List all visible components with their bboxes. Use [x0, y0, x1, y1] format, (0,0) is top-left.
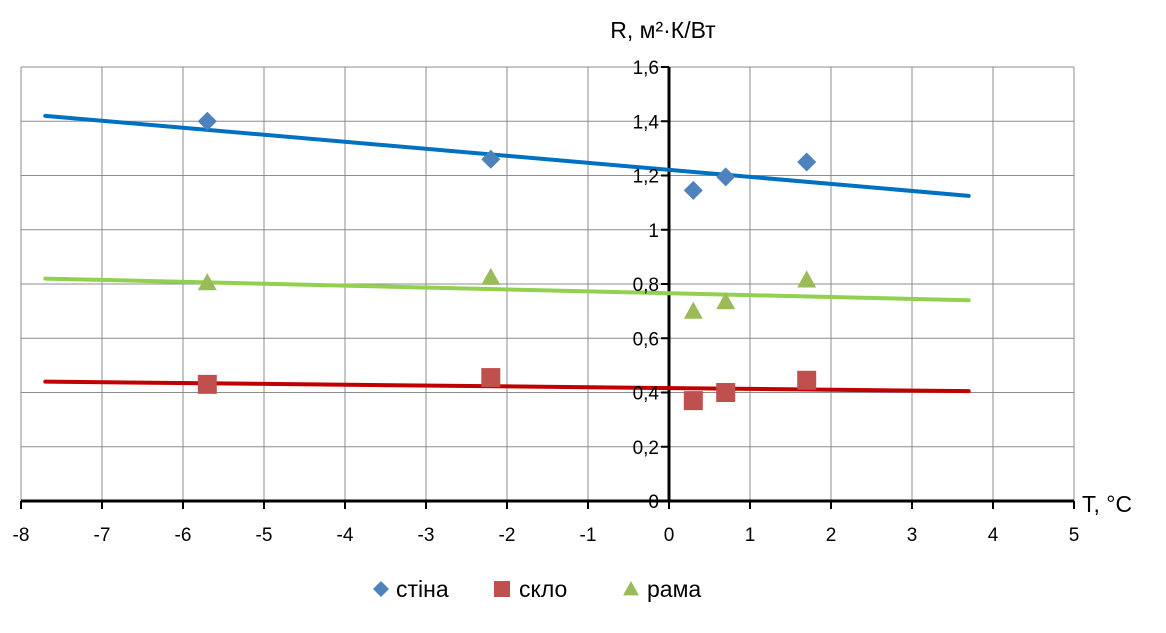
x-tick-label: -7 [94, 525, 111, 546]
data-point-square [797, 370, 817, 390]
x-tick-label: 3 [907, 525, 918, 546]
legend: стіна скло рама [373, 576, 701, 602]
legend-marker-square [494, 581, 510, 597]
legend-marker-diamond [373, 581, 389, 597]
data-point-diamond [797, 152, 817, 172]
x-tick-label: -1 [580, 525, 597, 546]
data-point-diamond [683, 180, 703, 200]
y-tick-label: 0,4 [633, 384, 660, 405]
x-axis-title: T, °C [1082, 491, 1132, 517]
legend-marker-triangle [623, 581, 639, 596]
x-tick-label: -4 [337, 525, 354, 546]
x-tick-label: 0 [664, 525, 675, 546]
y-axis-title: R, м²·К/Вт [610, 17, 716, 43]
x-tick-label: -5 [256, 525, 273, 546]
data-point-diamond [197, 111, 217, 131]
y-tick-label: 0,8 [633, 275, 659, 296]
data-point-diamond [716, 167, 736, 187]
data-point-triangle [797, 270, 817, 288]
y-tick-label: 0,6 [633, 329, 659, 350]
data-point-diamond [481, 149, 501, 169]
x-tick-label: 1 [745, 525, 756, 546]
legend-label: рама [647, 576, 701, 602]
y-tick-label: 1,6 [633, 58, 659, 79]
grid [20, 66, 1075, 502]
y-tick-label: 1,4 [633, 112, 660, 133]
axes [20, 66, 1075, 509]
x-tick-label: -3 [418, 525, 435, 546]
data-point-square [481, 368, 501, 388]
y-tick-label: 1,2 [633, 167, 659, 188]
y-tick-label: 0 [648, 492, 659, 513]
x-tick-label: 2 [826, 525, 837, 546]
data-point-square [683, 391, 703, 411]
data-point-triangle [481, 267, 501, 285]
x-tick-label: -6 [175, 525, 192, 546]
x-tick-label: 4 [988, 525, 999, 546]
data-point-square [716, 383, 736, 402]
legend-label: скло [519, 576, 567, 602]
x-tick-label: -2 [499, 525, 516, 546]
trendline-triangle [43, 276, 971, 303]
data-points [197, 111, 817, 411]
data-point-triangle [197, 273, 217, 291]
y-tick-label: 1 [648, 221, 659, 242]
data-point-triangle [683, 301, 703, 319]
trendline-diamond [43, 113, 971, 198]
x-tick-label: -8 [13, 525, 30, 546]
x-tick-label: 5 [1069, 525, 1080, 546]
legend-label: стіна [396, 576, 449, 602]
data-point-triangle [716, 292, 736, 310]
data-point-square [197, 374, 217, 394]
y-tick-label: 0,2 [633, 438, 659, 459]
tick-labels: -8 -7 -6 -5 -4 -3 -2 -1 0 1 2 3 4 5 0 0,2 0,4 0,6 0,8 1 1,2 1… [13, 58, 1080, 546]
